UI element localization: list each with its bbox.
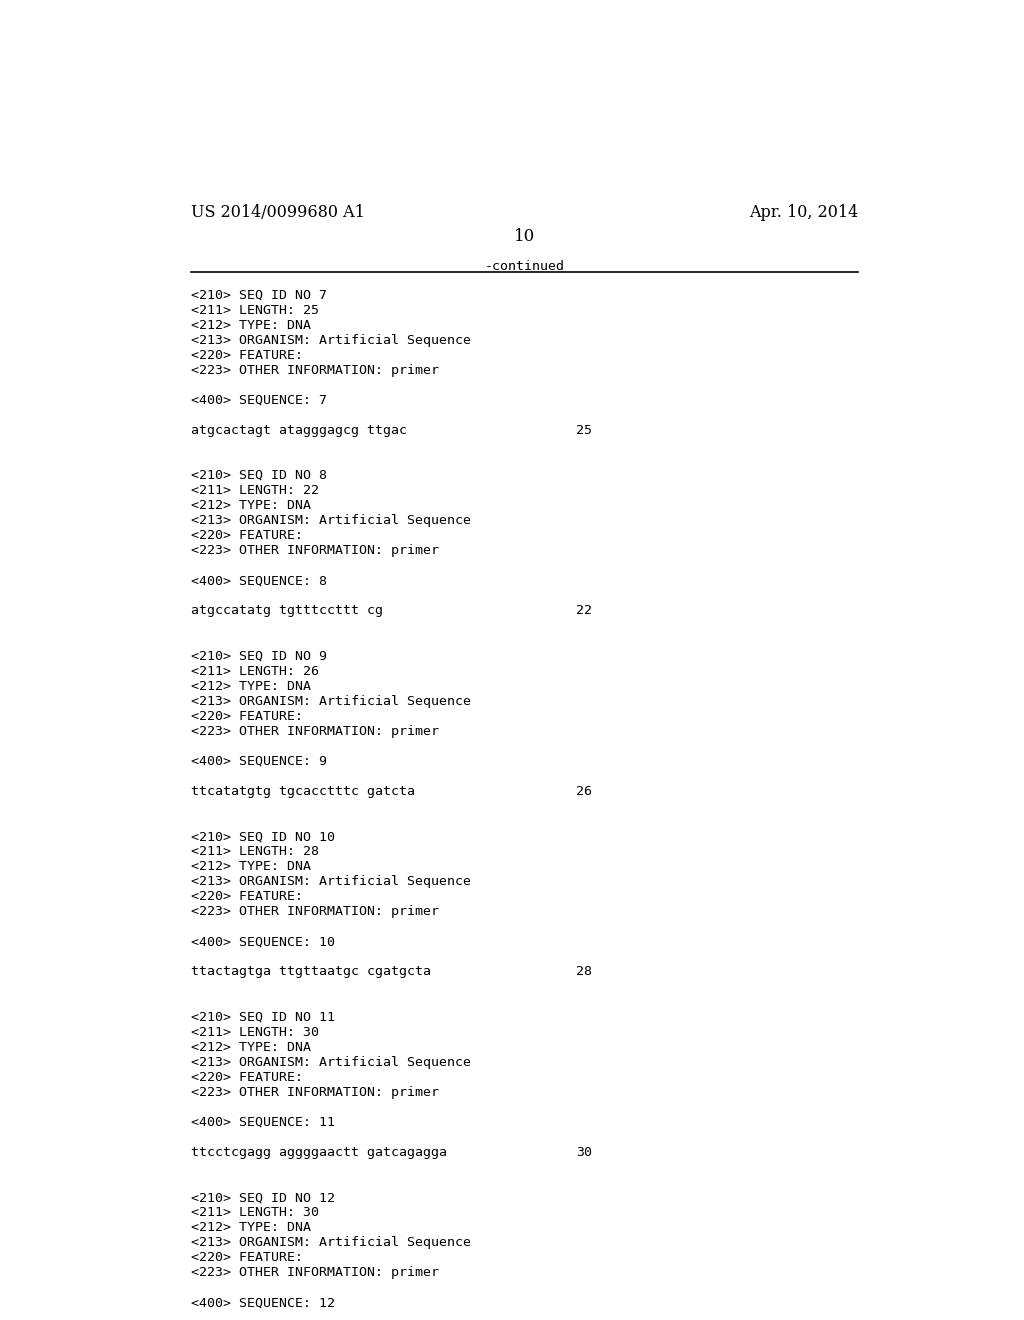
- Text: <220> FEATURE:: <220> FEATURE:: [191, 710, 303, 722]
- Text: <212> TYPE: DNA: <212> TYPE: DNA: [191, 1040, 311, 1053]
- Text: <223> OTHER INFORMATION: primer: <223> OTHER INFORMATION: primer: [191, 1086, 439, 1098]
- Text: <223> OTHER INFORMATION: primer: <223> OTHER INFORMATION: primer: [191, 364, 439, 376]
- Text: <212> TYPE: DNA: <212> TYPE: DNA: [191, 318, 311, 331]
- Text: <210> SEQ ID NO 12: <210> SEQ ID NO 12: [191, 1191, 336, 1204]
- Text: <212> TYPE: DNA: <212> TYPE: DNA: [191, 1221, 311, 1234]
- Text: <211> LENGTH: 30: <211> LENGTH: 30: [191, 1206, 319, 1220]
- Text: <211> LENGTH: 28: <211> LENGTH: 28: [191, 845, 319, 858]
- Text: 28: 28: [577, 965, 592, 978]
- Text: <210> SEQ ID NO 11: <210> SEQ ID NO 11: [191, 1011, 336, 1023]
- Text: <223> OTHER INFORMATION: primer: <223> OTHER INFORMATION: primer: [191, 1266, 439, 1279]
- Text: <220> FEATURE:: <220> FEATURE:: [191, 890, 303, 903]
- Text: <213> ORGANISM: Artificial Sequence: <213> ORGANISM: Artificial Sequence: [191, 875, 471, 888]
- Text: <400> SEQUENCE: 8: <400> SEQUENCE: 8: [191, 574, 328, 587]
- Text: <223> OTHER INFORMATION: primer: <223> OTHER INFORMATION: primer: [191, 544, 439, 557]
- Text: <213> ORGANISM: Artificial Sequence: <213> ORGANISM: Artificial Sequence: [191, 515, 471, 527]
- Text: <220> FEATURE:: <220> FEATURE:: [191, 348, 303, 362]
- Text: <213> ORGANISM: Artificial Sequence: <213> ORGANISM: Artificial Sequence: [191, 1056, 471, 1069]
- Text: 26: 26: [577, 785, 592, 797]
- Text: <212> TYPE: DNA: <212> TYPE: DNA: [191, 680, 311, 693]
- Text: <400> SEQUENCE: 7: <400> SEQUENCE: 7: [191, 393, 328, 407]
- Text: <400> SEQUENCE: 10: <400> SEQUENCE: 10: [191, 936, 336, 948]
- Text: atgcactagt atagggagcg ttgac: atgcactagt atagggagcg ttgac: [191, 424, 408, 437]
- Text: <400> SEQUENCE: 9: <400> SEQUENCE: 9: [191, 755, 328, 768]
- Text: Apr. 10, 2014: Apr. 10, 2014: [749, 205, 858, 222]
- Text: -continued: -continued: [484, 260, 565, 273]
- Text: <213> ORGANISM: Artificial Sequence: <213> ORGANISM: Artificial Sequence: [191, 334, 471, 347]
- Text: <223> OTHER INFORMATION: primer: <223> OTHER INFORMATION: primer: [191, 725, 439, 738]
- Text: <211> LENGTH: 25: <211> LENGTH: 25: [191, 304, 319, 317]
- Text: <400> SEQUENCE: 11: <400> SEQUENCE: 11: [191, 1115, 336, 1129]
- Text: <220> FEATURE:: <220> FEATURE:: [191, 1071, 303, 1084]
- Text: <220> FEATURE:: <220> FEATURE:: [191, 1251, 303, 1265]
- Text: 22: 22: [577, 605, 592, 618]
- Text: <210> SEQ ID NO 7: <210> SEQ ID NO 7: [191, 289, 328, 301]
- Text: 25: 25: [577, 424, 592, 437]
- Text: <211> LENGTH: 26: <211> LENGTH: 26: [191, 664, 319, 677]
- Text: 10: 10: [514, 227, 536, 244]
- Text: <211> LENGTH: 22: <211> LENGTH: 22: [191, 484, 319, 498]
- Text: <210> SEQ ID NO 8: <210> SEQ ID NO 8: [191, 469, 328, 482]
- Text: <212> TYPE: DNA: <212> TYPE: DNA: [191, 861, 311, 873]
- Text: ttcctcgagg aggggaactt gatcagagga: ttcctcgagg aggggaactt gatcagagga: [191, 1146, 447, 1159]
- Text: <210> SEQ ID NO 10: <210> SEQ ID NO 10: [191, 830, 336, 843]
- Text: 30: 30: [577, 1146, 592, 1159]
- Text: <223> OTHER INFORMATION: primer: <223> OTHER INFORMATION: primer: [191, 906, 439, 919]
- Text: US 2014/0099680 A1: US 2014/0099680 A1: [191, 205, 366, 222]
- Text: <400> SEQUENCE: 12: <400> SEQUENCE: 12: [191, 1296, 336, 1309]
- Text: atgccatatg tgtttccttt cg: atgccatatg tgtttccttt cg: [191, 605, 383, 618]
- Text: <210> SEQ ID NO 9: <210> SEQ ID NO 9: [191, 649, 328, 663]
- Text: <220> FEATURE:: <220> FEATURE:: [191, 529, 303, 543]
- Text: <213> ORGANISM: Artificial Sequence: <213> ORGANISM: Artificial Sequence: [191, 1237, 471, 1249]
- Text: <212> TYPE: DNA: <212> TYPE: DNA: [191, 499, 311, 512]
- Text: ttcatatgtg tgcacctttc gatcta: ttcatatgtg tgcacctttc gatcta: [191, 785, 416, 797]
- Text: <213> ORGANISM: Artificial Sequence: <213> ORGANISM: Artificial Sequence: [191, 694, 471, 708]
- Text: <211> LENGTH: 30: <211> LENGTH: 30: [191, 1026, 319, 1039]
- Text: ttactagtga ttgttaatgc cgatgcta: ttactagtga ttgttaatgc cgatgcta: [191, 965, 431, 978]
